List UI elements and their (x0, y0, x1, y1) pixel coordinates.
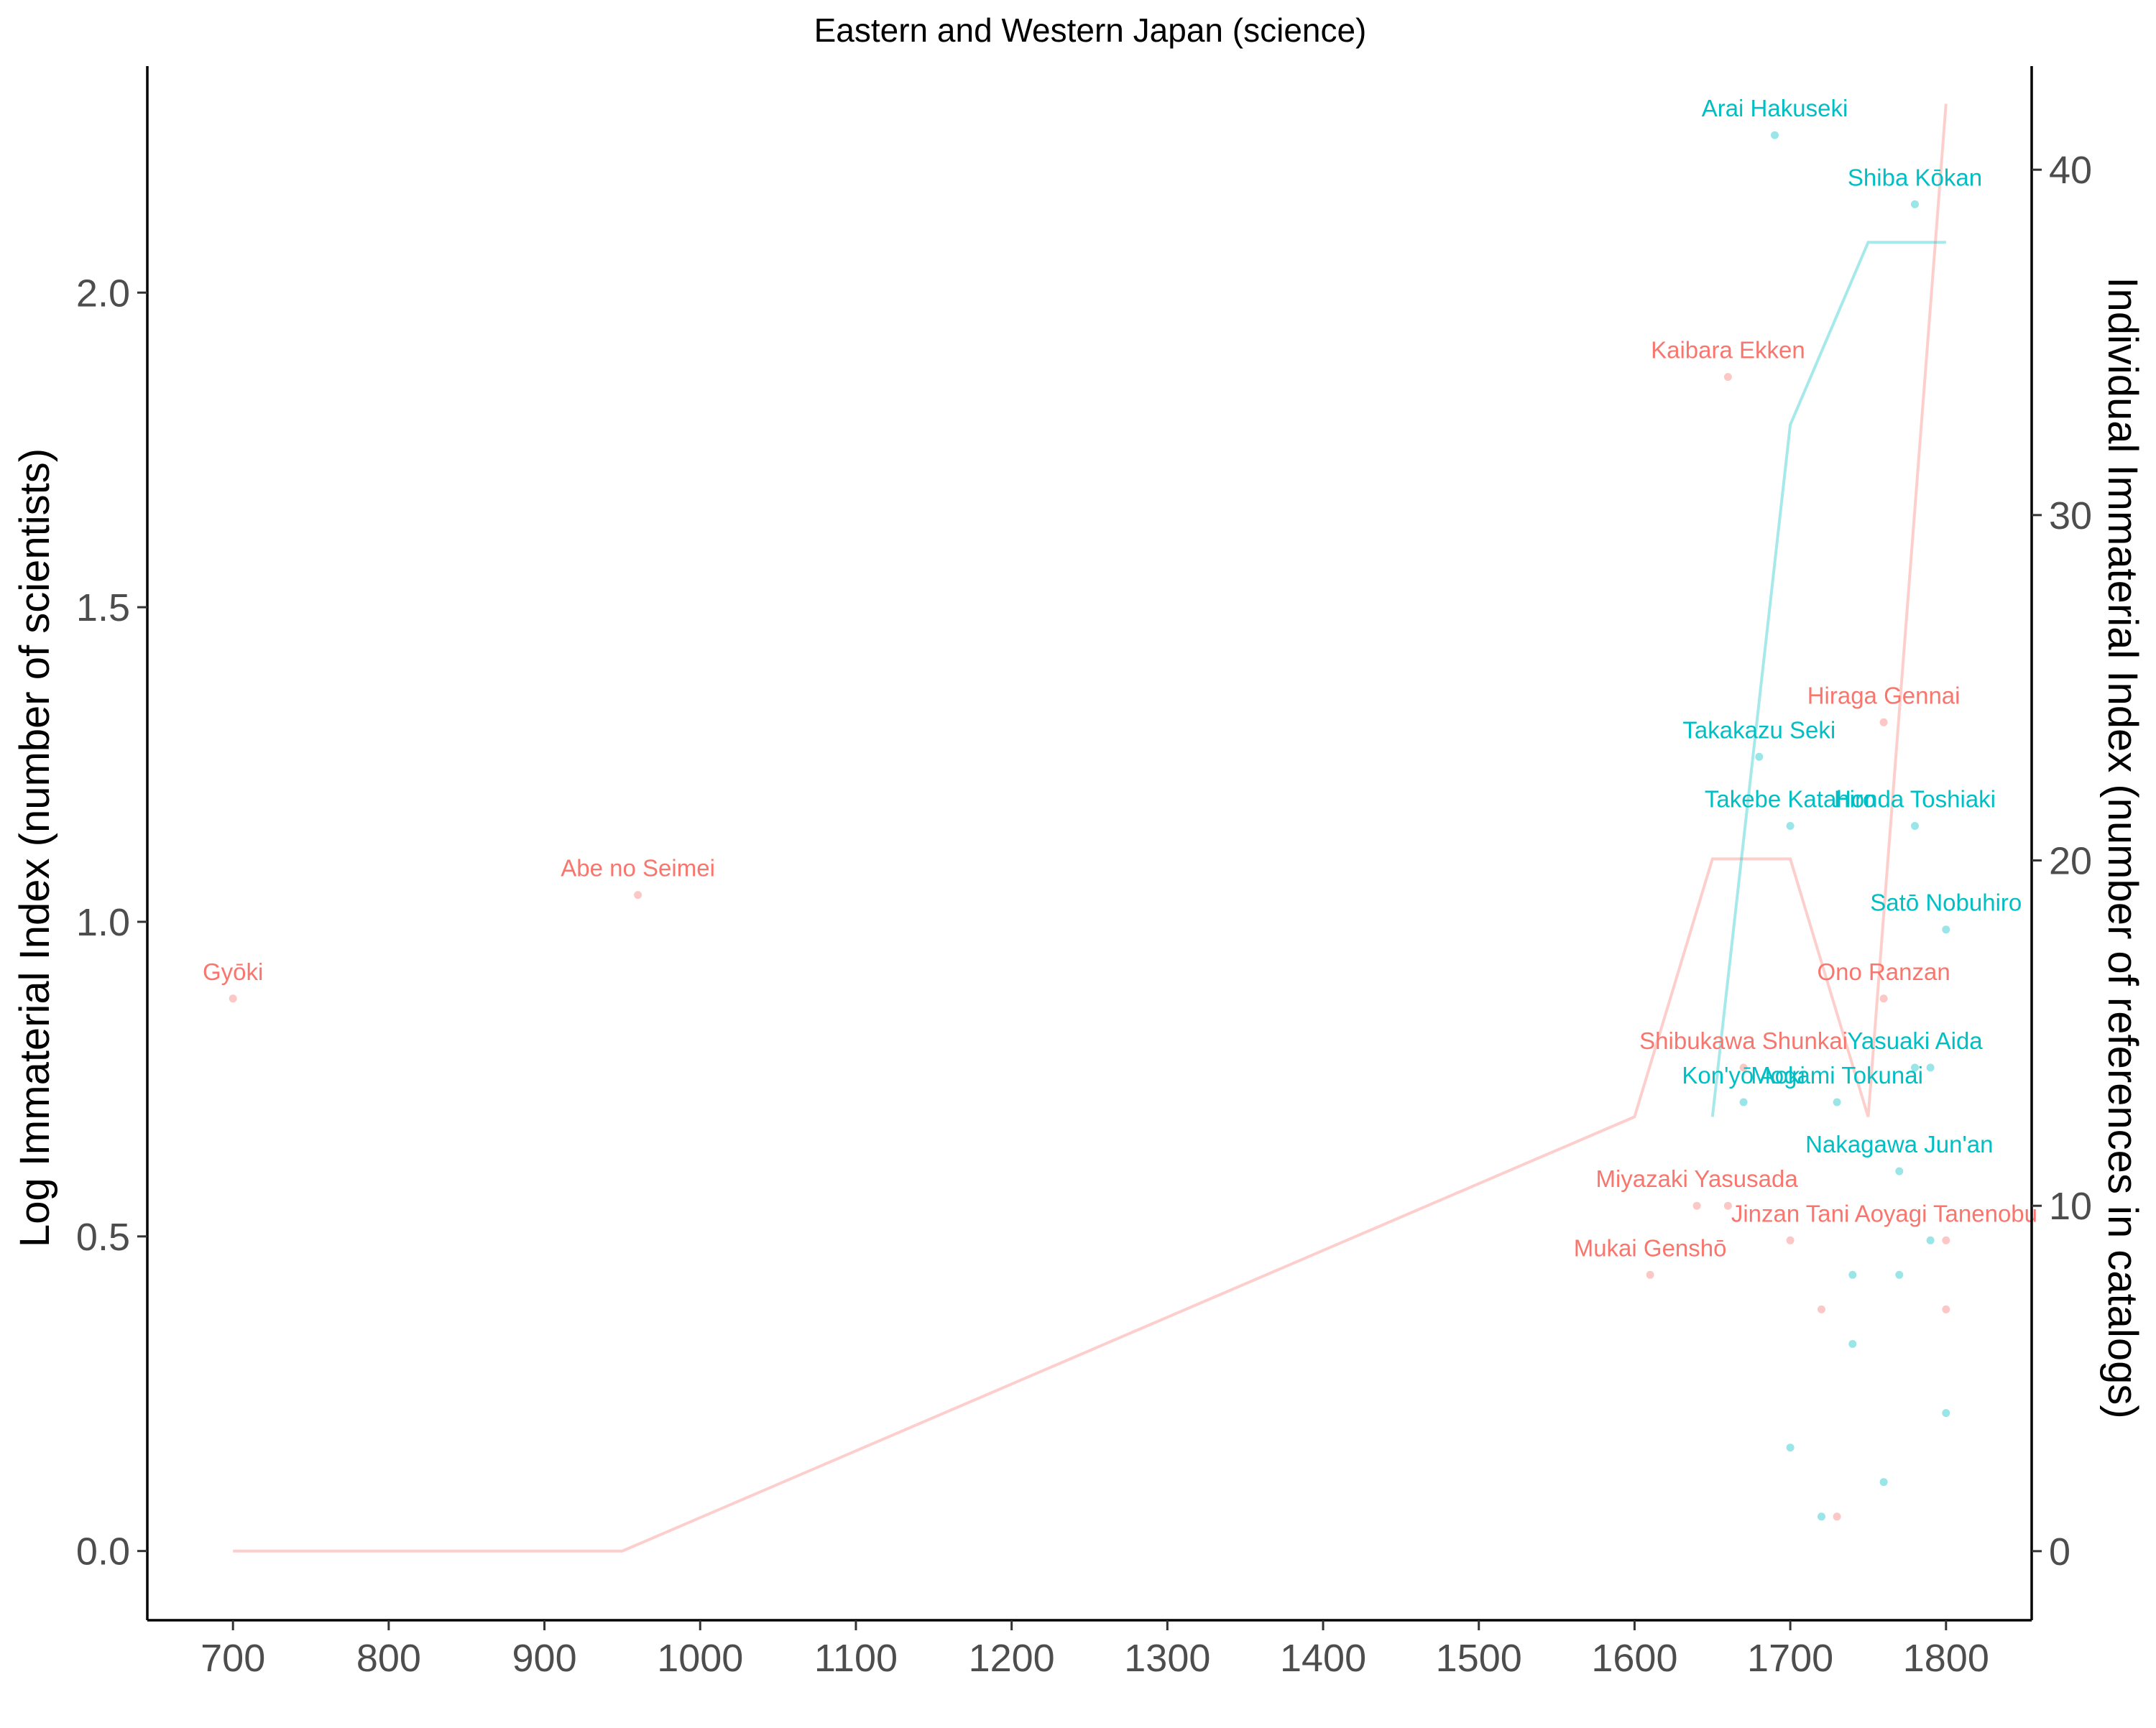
label-kaibara-ekken: Kaibara Ekken (1651, 337, 1805, 364)
label-aoyagi-tanenobu: Aoyagi Tanenobu (1855, 1200, 2037, 1226)
chart-title: Eastern and Western Japan (science) (814, 11, 1367, 49)
point-western-japan (1723, 1201, 1732, 1210)
point-yasuaki-aida (1911, 1063, 1919, 1072)
label-honda-toshiaki: Honda Toshiaki (1834, 786, 1996, 813)
point-eastern-japan-3 (1848, 1270, 1857, 1279)
data-points (229, 131, 1950, 1521)
label-yasuaki-aida: Yasuaki Aida (1847, 1027, 1983, 1054)
label-mukai-gensh: Mukai Genshō (1574, 1234, 1727, 1261)
y-tick-label-1-0: 1.0 (76, 901, 130, 944)
y2-axis-label: Individual Immaterial Index (number of r… (2099, 277, 2146, 1418)
point-eastern-japan (1926, 1063, 1935, 1072)
x-tick-label-1100: 1100 (814, 1637, 898, 1680)
point-western-japan-4 (1833, 1512, 1841, 1521)
label-nakagawa-jun-an: Nakagawa Jun'an (1805, 1131, 1993, 1158)
label-gy-ki: Gyōki (203, 958, 263, 985)
point-eastern-japan-2 (1926, 1236, 1935, 1244)
point-shiba-k-kan (1911, 200, 1919, 208)
point-mogami-tokunai (1833, 1098, 1841, 1106)
y-tick-label-2-0: 2.0 (76, 272, 130, 315)
label-ono-ranzan: Ono Ranzan (1817, 958, 1950, 985)
point-labels: Gyōki Abe no Seimei Kaibara Ekken Hiraga Ge… (203, 95, 2037, 1261)
point-mukai-gensh (1646, 1270, 1654, 1279)
y-tick-label-0-5: 0.5 (76, 1216, 130, 1259)
point-gy-ki (229, 994, 237, 1003)
series-line-eastern-japan (1710, 241, 1946, 1117)
label-takakazu-seki: Takakazu Seki (1682, 716, 1835, 743)
label-arai-hakuseki: Arai Hakuseki (1702, 95, 1848, 121)
point-eastern-japan-4 (1895, 1270, 1904, 1279)
y2-tick-label-0: 0 (2049, 1530, 2070, 1574)
x-tick-label-1500: 1500 (1436, 1637, 1522, 1680)
point-ono-ranzan (1879, 994, 1888, 1003)
y2-tick-label-40: 40 (2049, 149, 2092, 192)
point-western-japan-3 (1942, 1305, 1950, 1313)
x-tick-label-1600: 1600 (1591, 1637, 1677, 1680)
label-mogami-tokunai: Mogami Tokunai (1751, 1062, 1923, 1089)
point-honda-toshiaki (1911, 822, 1919, 830)
y-tick-label-0-0: 0.0 (76, 1530, 130, 1574)
x-tick-label-1200: 1200 (969, 1637, 1055, 1680)
x-tick-label-900: 900 (512, 1637, 577, 1680)
y2-tick-label-20: 20 (2049, 840, 2092, 883)
y2-tick-label-10: 10 (2049, 1185, 2092, 1228)
y-axis-label: Log Immaterial Index (number of scientis… (11, 448, 58, 1247)
label-shiba-k-kan: Shiba Kōkan (1848, 164, 1982, 190)
label-sat-nobuhiro: Satō Nobuhiro (1870, 890, 2022, 916)
label-takebe-katahiro: Takebe Katahiro (1705, 786, 1876, 813)
point-kaibara-ekken (1723, 373, 1732, 382)
x-tick-label-1700: 1700 (1747, 1637, 1833, 1680)
point-kon-y-aoki (1739, 1098, 1748, 1106)
point-eastern-japan-9 (1818, 1512, 1825, 1521)
point-eastern-japan-6 (1942, 1409, 1950, 1418)
point-western-japan-2 (1818, 1305, 1825, 1313)
point-nakagawa-jun-an (1895, 1167, 1904, 1175)
point-sat-nobuhiro (1942, 925, 1950, 934)
series-lines (233, 103, 1948, 1553)
point-aoyagi-tanenobu (1942, 1236, 1950, 1244)
series-line-western-japan (233, 103, 1948, 1553)
point-miyazaki-yasusada (1692, 1201, 1701, 1210)
label-miyazaki-yasusada: Miyazaki Yasusada (1595, 1165, 1798, 1192)
label-jinzan-tani: Jinzan Tani (1731, 1200, 1850, 1226)
x-tick-label-1400: 1400 (1280, 1637, 1366, 1680)
label-shibukawa-shunkai: Shibukawa Shunkai (1639, 1027, 1848, 1054)
x-tick-label-1300: 1300 (1124, 1637, 1210, 1680)
point-hiraga-gennai (1879, 718, 1888, 726)
axes: 700 800 900 1000 1100 1200 1300 1400 1500 1600 170… (76, 66, 2092, 1680)
x-tick-label-1000: 1000 (657, 1637, 743, 1680)
label-kon-y-aoki: Kon'yō Aoki (1682, 1062, 1805, 1089)
point-eastern-japan-5 (1848, 1340, 1857, 1348)
y-tick-label-1-5: 1.5 (76, 586, 130, 629)
label-abe-no-seimei: Abe no Seimei (561, 855, 715, 882)
x-tick-label-700: 700 (201, 1637, 265, 1680)
label-hiraga-gennai: Hiraga Gennai (1807, 682, 1961, 708)
x-tick-label-800: 800 (356, 1637, 421, 1680)
point-abe-no-seimei (634, 891, 642, 900)
x-tick-label-1800: 1800 (1903, 1637, 1989, 1680)
point-shibukawa-shunkai (1739, 1063, 1748, 1072)
point-jinzan-tani (1786, 1236, 1795, 1244)
point-arai-hakuseki (1771, 131, 1779, 139)
y2-tick-label-30: 30 (2049, 494, 2092, 537)
point-takebe-katahiro (1786, 822, 1795, 830)
point-eastern-japan-7 (1786, 1443, 1795, 1452)
point-eastern-japan-8 (1879, 1478, 1888, 1487)
point-takakazu-seki (1755, 752, 1764, 761)
